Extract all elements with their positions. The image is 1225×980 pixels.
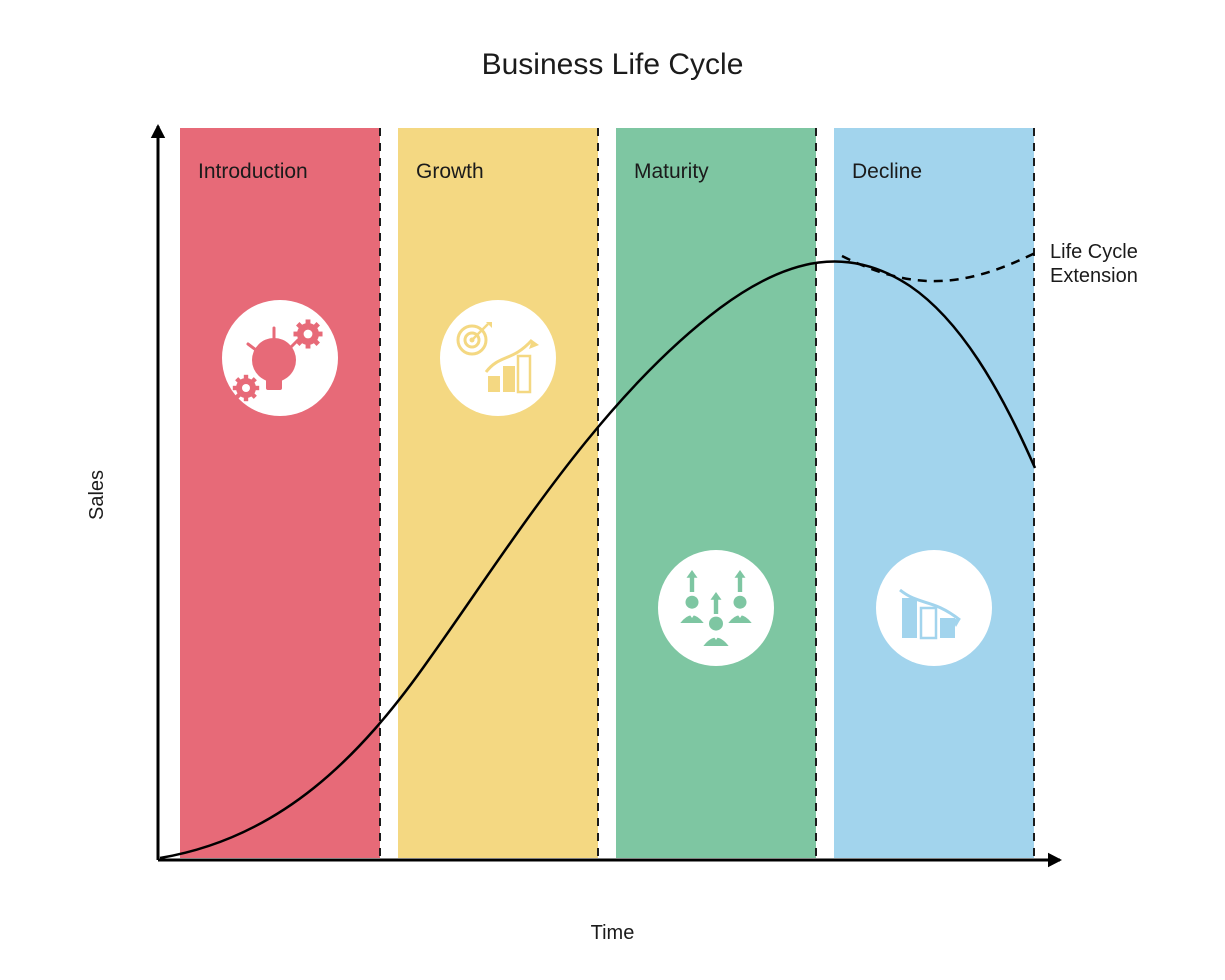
- gear-icon: [233, 375, 259, 401]
- lifecycle-chart: Introduction Growth Maturity Decline: [130, 118, 1110, 888]
- stage-label-growth: Growth: [416, 160, 484, 183]
- stage-icon-introduction: [222, 300, 338, 416]
- chart-title: Business Life Cycle: [0, 48, 1225, 82]
- stage-label-decline: Decline: [852, 160, 922, 183]
- x-axis-label: Time: [0, 922, 1225, 945]
- extension-label: Life Cycle Extension: [1050, 240, 1138, 288]
- stage-label-introduction: Introduction: [198, 160, 308, 183]
- stage-icon-maturity: [658, 550, 774, 666]
- bars-icon: [902, 598, 917, 638]
- y-axis-label: Sales: [86, 470, 109, 520]
- stage-band-introduction: [180, 128, 380, 858]
- stage-band-growth: [398, 128, 598, 858]
- stage-icon-decline: [876, 550, 992, 666]
- gear-icon: [293, 319, 322, 348]
- lightbulb-icon: [252, 338, 296, 382]
- stage-band-decline: [834, 128, 1034, 858]
- stage-band-maturity: [616, 128, 816, 858]
- stage-icon-growth: [440, 300, 556, 416]
- stage-label-maturity: Maturity: [634, 160, 709, 183]
